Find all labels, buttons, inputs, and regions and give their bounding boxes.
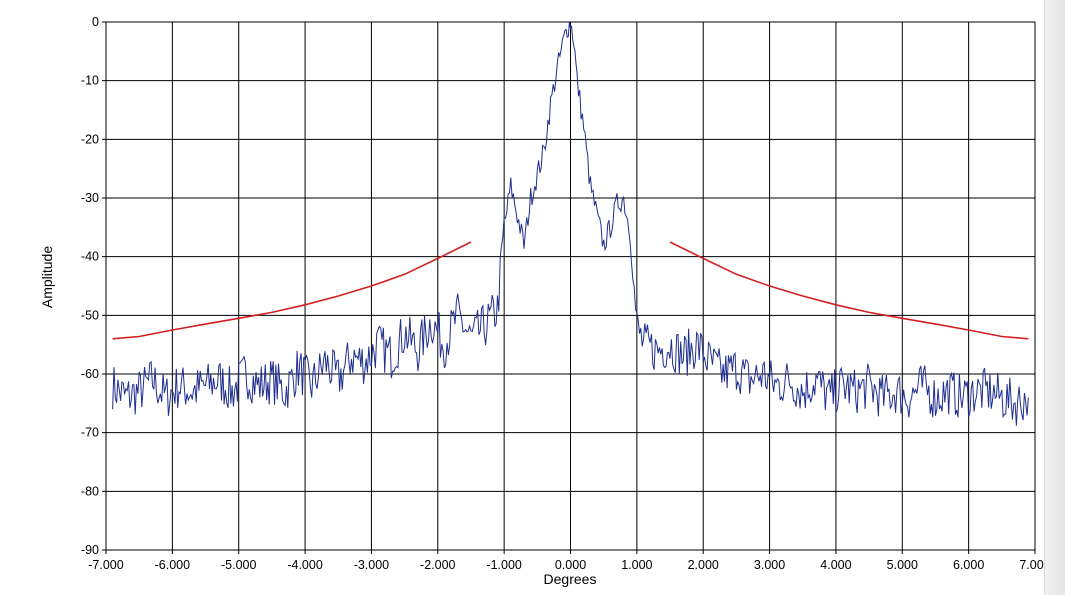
x-tick-label: 5.000 <box>887 558 918 572</box>
y-tick-label: -90 <box>81 543 99 557</box>
series-line-measured <box>112 21 1029 426</box>
x-tick-label: -7.000 <box>88 558 123 572</box>
y-tick-label: -30 <box>81 191 99 205</box>
series-layer <box>112 21 1029 426</box>
y-tick-label: -80 <box>81 484 99 498</box>
y-tick-label: -60 <box>81 367 99 381</box>
series-line-mask-right <box>669 241 1029 340</box>
series-line-mask-left <box>112 241 472 340</box>
window-scrollbar[interactable] <box>1044 0 1065 595</box>
x-axis-title: Degrees <box>544 571 597 587</box>
x-tick-label: -5.000 <box>221 558 256 572</box>
x-tick-label: -3.000 <box>354 558 389 572</box>
x-tick-label: -6.000 <box>155 558 190 572</box>
x-tick-label: -1.000 <box>486 558 521 572</box>
x-tick-label: 0.000 <box>555 558 586 572</box>
y-tick-label: -20 <box>81 132 99 146</box>
y-tick-label: -50 <box>81 308 99 322</box>
y-tick-label: -70 <box>81 426 99 440</box>
tick-labels: -7.000 -6.000 -5.000 -4.000 -3.000 -2.000 -1.0… <box>81 15 1051 572</box>
y-tick-label: -40 <box>81 250 99 264</box>
x-tick-label: 1.000 <box>621 558 652 572</box>
x-tick-label: 4.000 <box>820 558 851 572</box>
y-tick-label: 0 <box>92 15 99 29</box>
x-tick-label: -2.000 <box>420 558 455 572</box>
x-tick-label: -4.000 <box>287 558 322 572</box>
y-axis-title: Amplitude <box>39 246 55 308</box>
y-tick-label: -10 <box>81 74 99 88</box>
x-tick-label: 7.000 <box>1019 558 1050 572</box>
x-tick-label: 6.000 <box>953 558 984 572</box>
x-tick-label: 3.000 <box>754 558 785 572</box>
x-tick-label: 2.000 <box>688 558 719 572</box>
